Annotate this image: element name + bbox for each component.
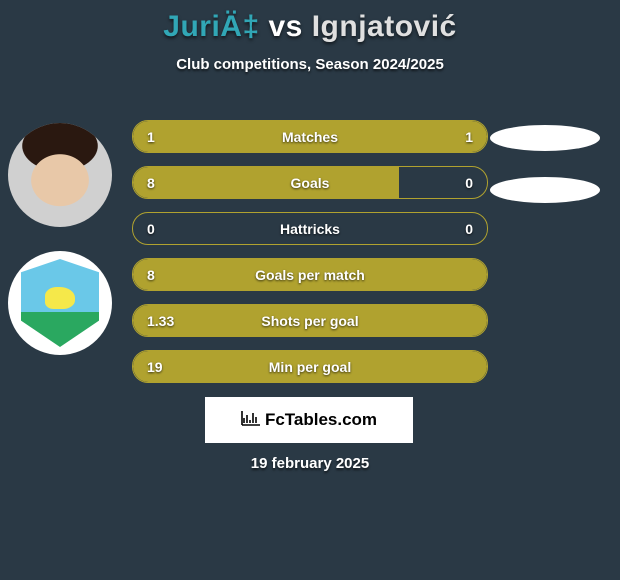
stat-value-right: 0 [465,167,473,198]
stat-row: 8Goals0 [132,166,488,199]
comparison-card: JuriÄ‡ vs Ignjatović Club competitions, … [0,0,620,580]
matches-indicator [490,125,600,151]
vs-label: vs [268,10,302,43]
stat-row: 1Matches1 [132,120,488,153]
player-avatar [8,123,112,227]
chart-icon [241,410,261,431]
stat-value-right: 1 [465,121,473,152]
club-crest-icon [21,259,99,347]
player-face-icon [8,123,112,227]
stat-label: Hattricks [133,213,487,244]
title: JuriÄ‡ vs Ignjatović [0,0,620,44]
stat-label: Shots per goal [133,305,487,336]
date-label: 19 february 2025 [0,455,620,472]
stat-row: 0Hattricks0 [132,212,488,245]
stat-label: Goals [133,167,487,198]
stat-label: Goals per match [133,259,487,290]
goals-indicator [490,177,600,203]
player-b-name: Ignjatović [312,10,457,43]
subtitle: Club competitions, Season 2024/2025 [0,56,620,73]
stat-label: Min per goal [133,351,487,382]
source-logo: FcTables.com [205,397,413,443]
source-logo-text: FcTables.com [265,410,377,430]
stat-label: Matches [133,121,487,152]
stat-row: 19Min per goal [132,350,488,383]
stat-row: 8Goals per match [132,258,488,291]
stat-row: 1.33Shots per goal [132,304,488,337]
stat-bars: 1Matches18Goals00Hattricks08Goals per ma… [132,120,488,396]
stat-value-right: 0 [465,213,473,244]
club-badge [8,251,112,355]
player-a-name: JuriÄ‡ [163,10,259,43]
